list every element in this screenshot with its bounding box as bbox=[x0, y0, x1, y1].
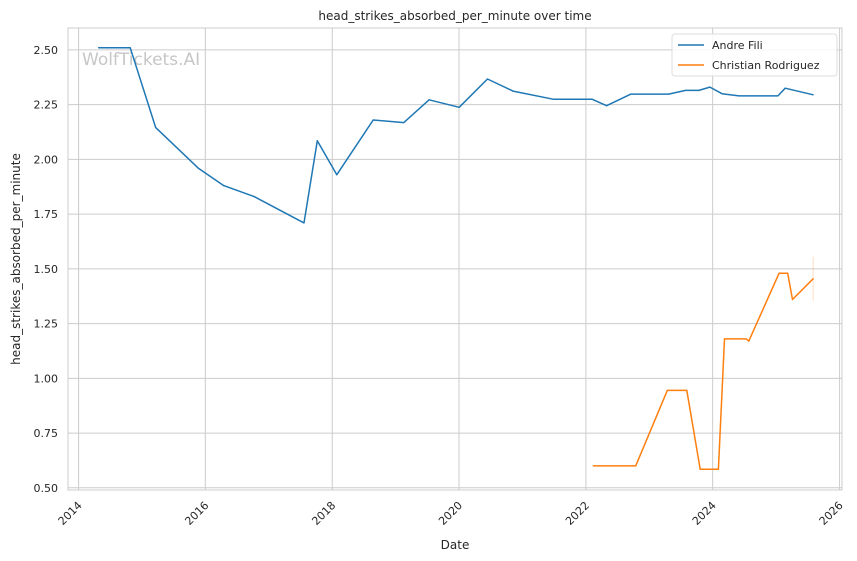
data-point bbox=[698, 89, 700, 92]
data-point bbox=[512, 90, 514, 92]
series-line bbox=[98, 46, 814, 224]
data-point bbox=[97, 47, 100, 49]
data-point bbox=[717, 468, 719, 470]
legend: Andre Fili Christian Rodriguez bbox=[671, 33, 838, 77]
data-point bbox=[316, 140, 318, 142]
y-tick-label: 0.75 bbox=[34, 427, 59, 440]
data-point bbox=[591, 98, 593, 100]
chart-title: head_strikes_absorbed_per_minute over ti… bbox=[318, 9, 591, 23]
y-tick-label: 2.00 bbox=[34, 153, 59, 166]
x-axis-label: Date bbox=[441, 538, 470, 552]
x-gridlines bbox=[78, 28, 841, 490]
data-point bbox=[428, 99, 430, 101]
data-point bbox=[129, 47, 131, 49]
data-point bbox=[686, 389, 688, 391]
x-tick-label: 2026 bbox=[817, 499, 846, 528]
y-tick-label: 2.50 bbox=[34, 44, 59, 57]
x-tick-label: 2018 bbox=[309, 499, 338, 528]
x-axis-ticks: 2014 2016 2018 2020 2022 2024 2026 bbox=[56, 499, 846, 528]
data-point bbox=[592, 465, 594, 467]
data-point bbox=[748, 340, 750, 342]
data-point bbox=[723, 338, 726, 340]
data-point bbox=[667, 93, 670, 95]
data-point bbox=[635, 465, 637, 467]
y-tick-label: 1.50 bbox=[34, 263, 59, 276]
data-point bbox=[552, 98, 554, 100]
watermark: WolfTickets.AI bbox=[82, 50, 200, 70]
x-tick-label: 2024 bbox=[690, 499, 719, 528]
legend-label: Andre Fili bbox=[712, 39, 763, 52]
plot-area-frame bbox=[67, 27, 843, 491]
data-point bbox=[336, 174, 338, 176]
data-point bbox=[223, 185, 225, 187]
data-point bbox=[812, 94, 814, 96]
data-point bbox=[605, 105, 608, 107]
data-point bbox=[253, 195, 255, 198]
data-point bbox=[721, 93, 723, 95]
data-point bbox=[777, 95, 779, 97]
x-tick-label: 2022 bbox=[563, 499, 592, 528]
data-point bbox=[791, 298, 794, 301]
series-layer bbox=[97, 46, 814, 470]
y-tick-label: 1.00 bbox=[34, 372, 59, 385]
y-tick-label: 2.25 bbox=[34, 99, 59, 112]
data-point bbox=[630, 93, 632, 95]
data-point bbox=[784, 87, 786, 89]
y-tick-label: 0.50 bbox=[34, 482, 59, 495]
data-point bbox=[372, 119, 374, 121]
data-point bbox=[709, 86, 711, 88]
legend-box bbox=[671, 33, 838, 77]
data-point bbox=[486, 78, 489, 80]
data-point bbox=[403, 121, 405, 124]
data-point bbox=[738, 95, 740, 97]
legend-label: Christian Rodriguez bbox=[712, 59, 820, 72]
x-tick-label: 2014 bbox=[56, 499, 85, 528]
data-point bbox=[458, 106, 460, 108]
y-axis-ticks: 0.50 0.75 1.00 1.25 1.50 1.75 2.00 2.25 2.50 bbox=[34, 44, 59, 495]
data-point bbox=[778, 272, 780, 274]
data-point bbox=[303, 222, 305, 224]
series-line bbox=[593, 272, 814, 470]
data-point bbox=[155, 127, 157, 129]
data-point bbox=[787, 272, 789, 274]
y-gridlines bbox=[68, 49, 842, 489]
data-point bbox=[684, 89, 687, 92]
y-tick-label: 1.75 bbox=[34, 208, 59, 221]
data-point bbox=[745, 338, 747, 340]
y-axis-label: head_strikes_absorbed_per_minute bbox=[9, 153, 23, 365]
data-point bbox=[666, 389, 668, 391]
x-tick-label: 2020 bbox=[436, 499, 465, 528]
y-tick-label: 1.25 bbox=[34, 318, 59, 331]
data-point bbox=[812, 278, 814, 280]
data-point bbox=[699, 468, 701, 470]
x-tick-label: 2016 bbox=[182, 499, 211, 528]
data-point bbox=[197, 167, 199, 169]
